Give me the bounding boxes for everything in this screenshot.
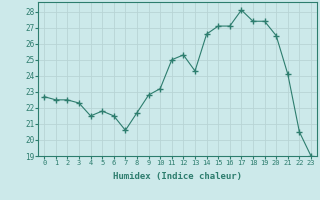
X-axis label: Humidex (Indice chaleur): Humidex (Indice chaleur) <box>113 172 242 181</box>
